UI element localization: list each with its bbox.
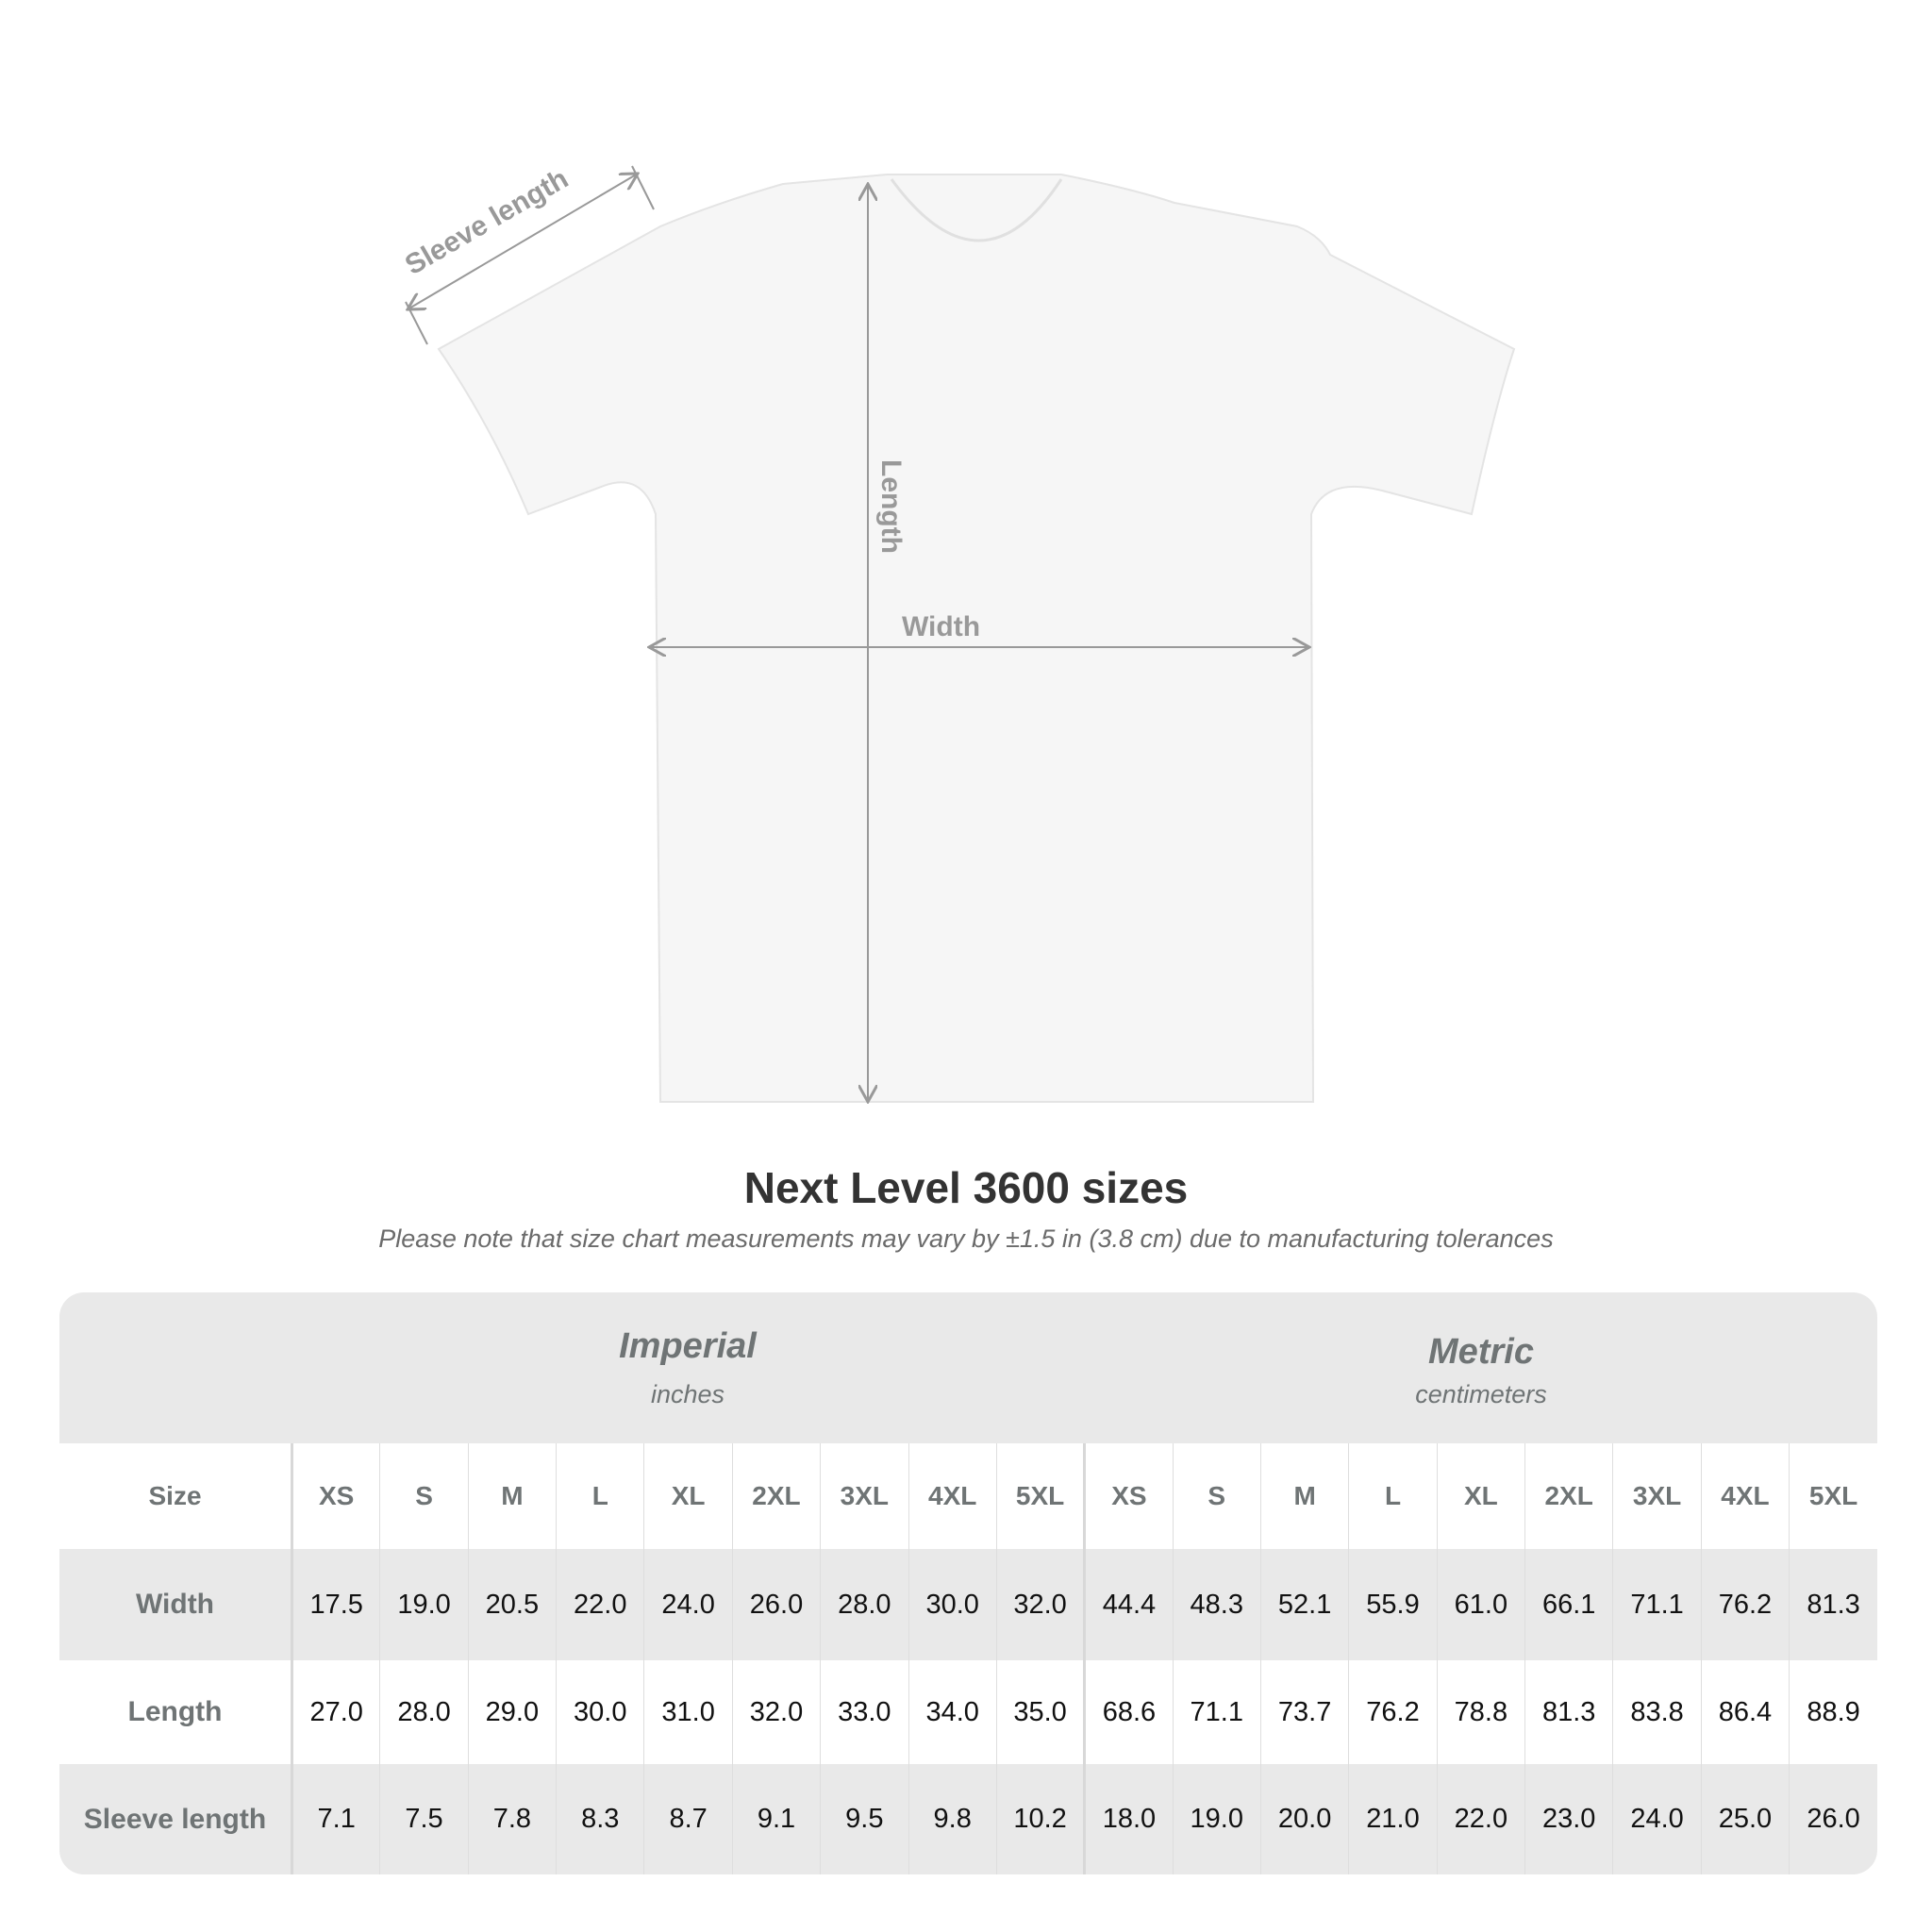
unit-header-band bbox=[59, 1292, 1877, 1443]
metric-value: 48.3 bbox=[1172, 1549, 1261, 1660]
metric-value: 76.2 bbox=[1348, 1660, 1438, 1764]
imperial-value: 32.0 bbox=[731, 1660, 821, 1764]
metric-value: 61.0 bbox=[1436, 1549, 1525, 1660]
metric-value: 25.0 bbox=[1700, 1764, 1790, 1874]
collar bbox=[890, 178, 1063, 242]
imperial-value: 9.1 bbox=[731, 1764, 821, 1874]
metric-unit: centimeters bbox=[1415, 1380, 1547, 1408]
imperial-value: 7.8 bbox=[467, 1764, 557, 1874]
imperial-size-header: 5XL bbox=[995, 1443, 1085, 1549]
imperial-value: 8.7 bbox=[643, 1764, 733, 1874]
metric-size-header: XS bbox=[1083, 1443, 1174, 1549]
metric-size-header: 2XL bbox=[1524, 1443, 1613, 1549]
imperial-value: 8.3 bbox=[556, 1764, 644, 1874]
imperial-value: 29.0 bbox=[467, 1660, 557, 1764]
imperial-value: 9.8 bbox=[908, 1764, 997, 1874]
imperial-value: 33.0 bbox=[820, 1660, 909, 1764]
length-label: Length bbox=[875, 459, 907, 554]
metric-size-header: XL bbox=[1436, 1443, 1525, 1549]
tshirt-diagram: Sleeve length Length Width bbox=[400, 163, 1516, 1132]
table-row: Length 27.0 28.0 29.0 30.0 31.0 32.0 33.0 34.0 35… bbox=[59, 1660, 1877, 1764]
imperial-header: Imperial inches bbox=[291, 1326, 1085, 1409]
imperial-value: 9.5 bbox=[820, 1764, 909, 1874]
metric-value: 76.2 bbox=[1700, 1549, 1790, 1660]
imperial-size-header: S bbox=[379, 1443, 469, 1549]
metric-size-header: S bbox=[1172, 1443, 1261, 1549]
imperial-size-header: M bbox=[467, 1443, 557, 1549]
metric-value: 81.3 bbox=[1789, 1549, 1877, 1660]
metric-size-header: L bbox=[1348, 1443, 1438, 1549]
tolerance-note: Please note that size chart measurements… bbox=[378, 1224, 1554, 1253]
metric-value: 55.9 bbox=[1348, 1549, 1438, 1660]
imperial-value: 7.5 bbox=[379, 1764, 469, 1874]
metric-value: 68.6 bbox=[1083, 1660, 1174, 1764]
metric-value: 24.0 bbox=[1612, 1764, 1702, 1874]
width-label: Width bbox=[902, 611, 980, 642]
size-column-label: Size bbox=[59, 1443, 293, 1549]
imperial-value: 10.2 bbox=[995, 1764, 1085, 1874]
imperial-value: 31.0 bbox=[643, 1660, 733, 1764]
metric-value: 78.8 bbox=[1436, 1660, 1525, 1764]
metric-value: 20.0 bbox=[1259, 1764, 1349, 1874]
imperial-value: 26.0 bbox=[731, 1549, 821, 1660]
metric-value: 86.4 bbox=[1700, 1660, 1790, 1764]
metric-title: Metric bbox=[1428, 1332, 1534, 1372]
row-label: Sleeve length bbox=[59, 1764, 293, 1874]
size-table-card: Imperial inches Metric centimeters Size X… bbox=[59, 1292, 1877, 1874]
imperial-value: 32.0 bbox=[995, 1549, 1085, 1660]
metric-value: 18.0 bbox=[1083, 1764, 1174, 1874]
imperial-value: 28.0 bbox=[379, 1660, 469, 1764]
row-label: Width bbox=[59, 1549, 293, 1660]
imperial-size-header: 2XL bbox=[731, 1443, 821, 1549]
imperial-value: 22.0 bbox=[556, 1549, 644, 1660]
imperial-value: 24.0 bbox=[643, 1549, 733, 1660]
imperial-size-header: 3XL bbox=[820, 1443, 909, 1549]
imperial-value: 35.0 bbox=[995, 1660, 1085, 1764]
imperial-value: 30.0 bbox=[556, 1660, 644, 1764]
imperial-value: 27.0 bbox=[291, 1660, 380, 1764]
metric-size-header: 5XL bbox=[1789, 1443, 1877, 1549]
imperial-size-header: XS bbox=[291, 1443, 380, 1549]
imperial-value: 28.0 bbox=[820, 1549, 909, 1660]
metric-size-header: 3XL bbox=[1612, 1443, 1702, 1549]
metric-value: 71.1 bbox=[1172, 1660, 1261, 1764]
metric-value: 83.8 bbox=[1612, 1660, 1702, 1764]
size-header-row: Size XS S M L XL 2XL 3XL 4XL 5XL XS S M L XL 2XL 3XL 4XL 5… bbox=[59, 1443, 1877, 1549]
table-row: Sleeve length 7.1 7.5 7.8 8.3 8.7 9.1 9.5 9.8 10.… bbox=[59, 1764, 1877, 1874]
metric-value: 26.0 bbox=[1789, 1764, 1877, 1874]
metric-size-header: 4XL bbox=[1700, 1443, 1790, 1549]
metric-value: 22.0 bbox=[1436, 1764, 1525, 1874]
imperial-title: Imperial bbox=[619, 1326, 757, 1366]
metric-value: 19.0 bbox=[1172, 1764, 1261, 1874]
imperial-size-header: L bbox=[556, 1443, 644, 1549]
metric-value: 44.4 bbox=[1083, 1549, 1174, 1660]
metric-value: 73.7 bbox=[1259, 1660, 1349, 1764]
metric-value: 52.1 bbox=[1259, 1549, 1349, 1660]
imperial-size-header: XL bbox=[643, 1443, 733, 1549]
metric-value: 23.0 bbox=[1524, 1764, 1613, 1874]
imperial-unit: inches bbox=[650, 1380, 725, 1408]
row-label: Length bbox=[59, 1660, 293, 1764]
metric-value: 66.1 bbox=[1524, 1549, 1613, 1660]
table-row: Width 17.5 19.0 20.5 22.0 24.0 26.0 28.0 30.0 32.… bbox=[59, 1549, 1877, 1660]
size-table: Size XS S M L XL 2XL 3XL 4XL 5XL XS S M L XL 2XL 3XL 4XL 5… bbox=[59, 1443, 1877, 1874]
imperial-value: 34.0 bbox=[908, 1660, 997, 1764]
imperial-size-header: 4XL bbox=[908, 1443, 997, 1549]
imperial-value: 7.1 bbox=[291, 1764, 380, 1874]
imperial-value: 30.0 bbox=[908, 1549, 997, 1660]
metric-value: 21.0 bbox=[1348, 1764, 1438, 1874]
metric-value: 88.9 bbox=[1789, 1660, 1877, 1764]
sleeve-arrow bbox=[408, 174, 638, 309]
imperial-value: 17.5 bbox=[291, 1549, 380, 1660]
metric-size-header: M bbox=[1259, 1443, 1349, 1549]
metric-value: 71.1 bbox=[1612, 1549, 1702, 1660]
imperial-value: 20.5 bbox=[467, 1549, 557, 1660]
page-title: Next Level 3600 sizes bbox=[743, 1163, 1189, 1212]
metric-value: 81.3 bbox=[1524, 1660, 1613, 1764]
metric-header: Metric centimeters bbox=[1085, 1332, 1877, 1409]
imperial-value: 19.0 bbox=[379, 1549, 469, 1660]
